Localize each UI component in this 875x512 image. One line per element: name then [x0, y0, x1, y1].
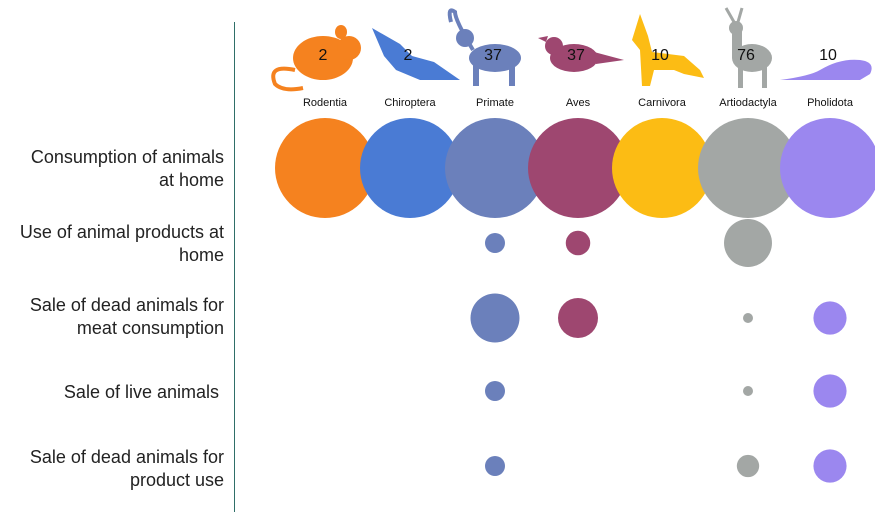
monkey-icon [447, 8, 521, 86]
bubble-mark [360, 118, 460, 218]
bird-icon [538, 36, 624, 72]
axis-divider [234, 22, 235, 512]
bubble-mark [445, 118, 545, 218]
pangolin-icon [780, 59, 872, 80]
taxon-count-label: 76 [737, 47, 755, 64]
bubble-mark [724, 219, 772, 267]
bubble-mark [813, 374, 847, 408]
bubble-mark [485, 233, 505, 253]
taxon-name-label: Chiroptera [384, 97, 436, 109]
row-label-sale-live: Sale of live animals [63, 382, 224, 402]
bubble-mark [780, 118, 875, 218]
taxon-count-label: 2 [319, 47, 328, 64]
bubble-mark [565, 230, 591, 256]
taxon-name-label: Artiodactyla [719, 97, 777, 109]
bubble-mark [612, 118, 712, 218]
bubble-mark [470, 293, 520, 343]
bubble-mark [743, 313, 753, 323]
row-label-consumption-home: Consumption of animals at home [30, 147, 224, 190]
bubble-mark [813, 449, 847, 483]
wolf-icon [632, 14, 704, 86]
bat-icon [372, 28, 460, 80]
bubble-mark [485, 381, 505, 401]
taxon-name-label: Aves [566, 97, 591, 109]
bubble-mark [528, 118, 628, 218]
taxon-name-label: Rodentia [303, 97, 348, 109]
rat-icon [271, 25, 361, 92]
taxon-count-label: 37 [567, 47, 585, 64]
deer-icon [724, 7, 772, 88]
taxon-name-label: Carnivora [638, 97, 687, 109]
taxon-count-label: 10 [819, 47, 837, 64]
bubble-mark [558, 298, 598, 338]
row-label-sale-dead-meat: Sale of dead animals for meat consumptio… [29, 295, 224, 338]
bubble-mark [813, 301, 847, 335]
row-label-products-home: Use of animal products at home [19, 222, 224, 265]
bubble-mark [275, 118, 375, 218]
bubble-mark [743, 386, 753, 396]
bubble-mark [736, 454, 760, 478]
taxon-name-label: Pholidota [807, 97, 854, 109]
row-label-sale-dead-product: Sale of dead animals for product use [29, 447, 224, 490]
bubble-mark [485, 456, 505, 476]
taxon-count-label: 37 [484, 47, 502, 64]
taxon-count-label: 10 [651, 47, 669, 64]
taxon-name-label: Primate [476, 97, 514, 109]
taxon-count-label: 2 [404, 47, 413, 64]
bubble-mark [698, 118, 798, 218]
